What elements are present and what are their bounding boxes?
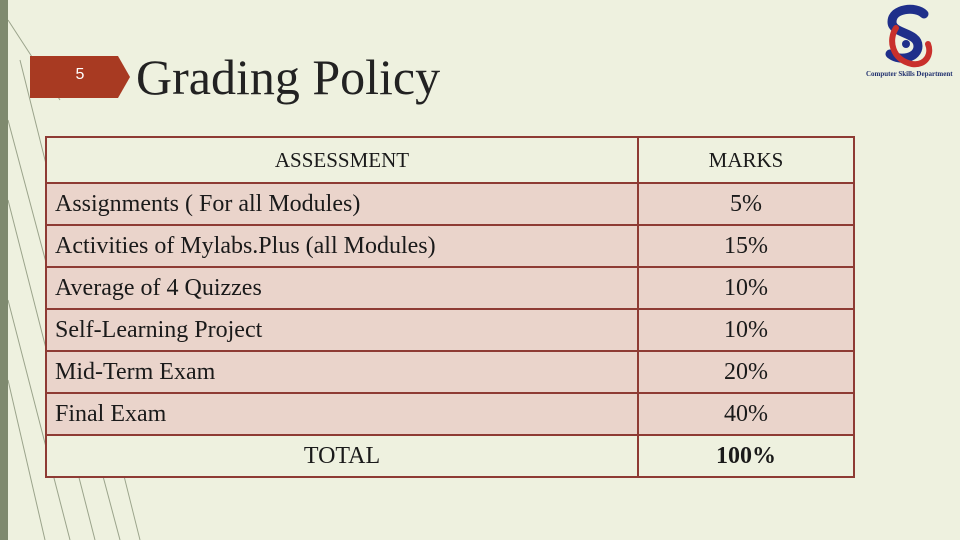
assessment-cell: Self-Learning Project — [45, 308, 639, 352]
slide-number-badge: 5 — [30, 56, 130, 98]
table-header-row: ASSESSMENT MARKS — [45, 136, 855, 184]
table-row: Mid-Term Exam 20% — [45, 350, 855, 394]
assessment-cell: Average of 4 Quizzes — [45, 266, 639, 310]
table-row: Self-Learning Project 10% — [45, 308, 855, 352]
total-value: 100% — [637, 434, 855, 478]
logo-caption: Computer Skills Department — [866, 70, 953, 78]
marks-cell: 20% — [637, 350, 855, 394]
table-row: Final Exam 40% — [45, 392, 855, 436]
header-assessment: ASSESSMENT — [45, 136, 639, 184]
department-logo-icon — [885, 4, 933, 68]
marks-cell: 5% — [637, 182, 855, 226]
page-title: Grading Policy — [136, 49, 441, 105]
grading-table: ASSESSMENT MARKS Assignments ( For all M… — [45, 136, 855, 478]
assessment-cell: Final Exam — [45, 392, 639, 436]
marks-cell: 15% — [637, 224, 855, 268]
marks-cell: 10% — [637, 308, 855, 352]
assessment-cell: Activities of Mylabs.Plus (all Modules) — [45, 224, 639, 268]
total-label: TOTAL — [45, 434, 639, 478]
marks-cell: 40% — [637, 392, 855, 436]
department-logo: Computer Skills Department — [866, 4, 953, 82]
slide-number: 5 — [75, 66, 85, 83]
header-marks: MARKS — [637, 136, 855, 184]
marks-cell: 10% — [637, 266, 855, 310]
assessment-cell: Mid-Term Exam — [45, 350, 639, 394]
table-row: Average of 4 Quizzes 10% — [45, 266, 855, 310]
assessment-cell: Assignments ( For all Modules) — [45, 182, 639, 226]
table-row: Assignments ( For all Modules) 5% — [45, 182, 855, 226]
left-border-bar — [0, 0, 8, 540]
table-total-row: TOTAL 100% — [45, 434, 855, 478]
table-row: Activities of Mylabs.Plus (all Modules) … — [45, 224, 855, 268]
